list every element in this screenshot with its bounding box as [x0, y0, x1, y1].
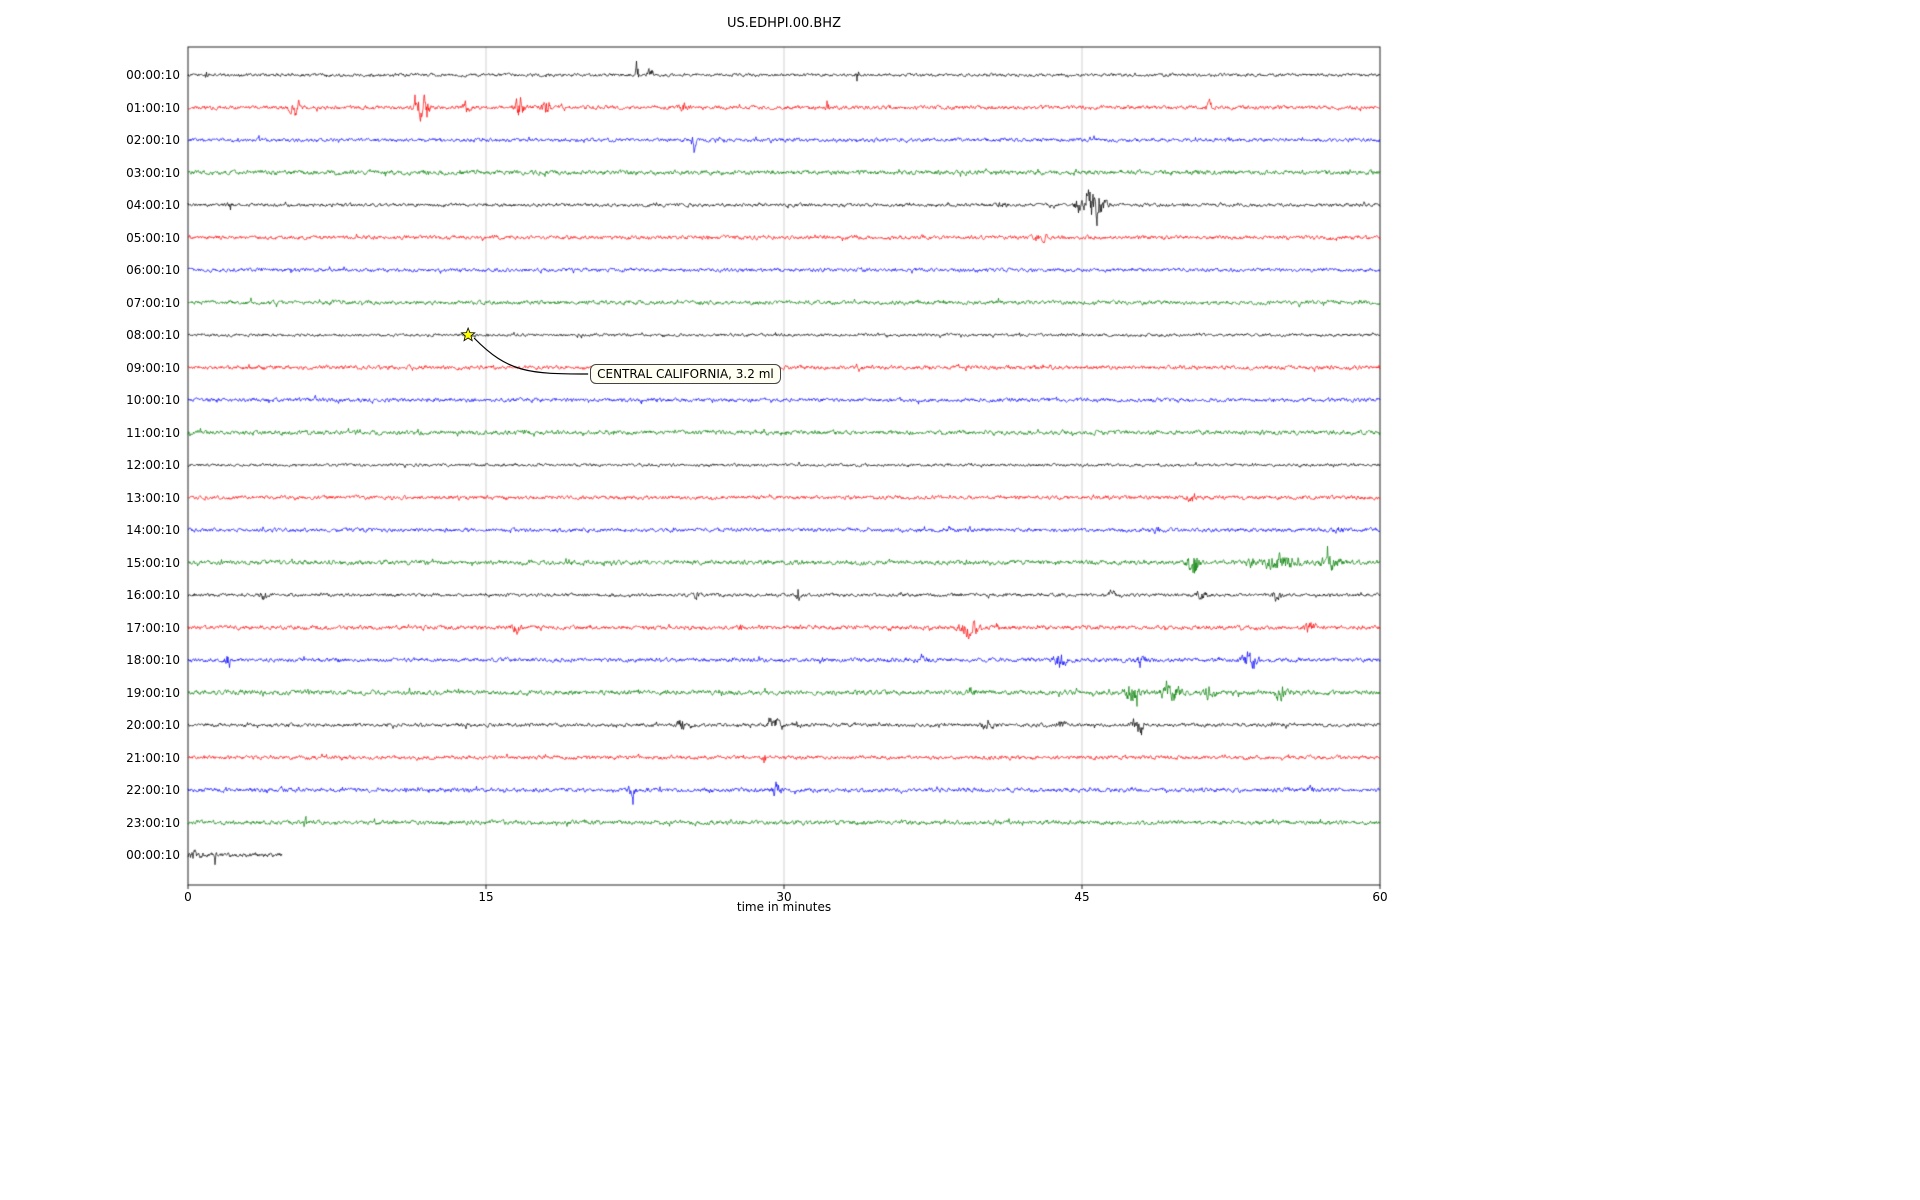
row-time-label: 02:00:10 — [126, 133, 180, 147]
row-time-label: 03:00:10 — [126, 165, 180, 180]
row-time-label: 18:00:10 — [126, 653, 180, 667]
row-time-label: 09:00:10 — [126, 360, 180, 375]
row-time-label: 23:00:10 — [126, 815, 180, 830]
row-time-label: 17:00:10 — [126, 620, 180, 635]
x-tick-label: 45 — [1074, 890, 1090, 904]
row-time-label: 01:00:10 — [126, 100, 180, 115]
row-time-label: 00:00:10 — [126, 68, 180, 82]
row-time-label: 20:00:10 — [126, 718, 180, 732]
x-tick-label: 60 — [1372, 890, 1388, 904]
row-time-label: 14:00:10 — [126, 523, 180, 537]
row-time-label: 22:00:10 — [126, 783, 180, 797]
row-time-label: 16:00:10 — [126, 588, 180, 602]
row-time-label: 06:00:10 — [126, 263, 180, 277]
x-axis-label: time in minutes — [736, 900, 832, 914]
row-time-label: 04:00:10 — [126, 198, 180, 212]
event-annotation: CENTRAL CALIFORNIA, 3.2 ml — [590, 364, 781, 384]
row-time-label: 07:00:10 — [126, 295, 180, 310]
row-time-label: 19:00:10 — [126, 685, 180, 700]
row-time-label: 15:00:10 — [126, 555, 180, 570]
row-time-label: 21:00:10 — [126, 750, 180, 765]
row-time-label: 10:00:10 — [126, 393, 180, 407]
row-time-label: 12:00:10 — [126, 458, 180, 472]
x-tick-label: 30 — [776, 890, 792, 904]
row-time-label: 13:00:10 — [126, 490, 180, 505]
row-time-label: 11:00:10 — [126, 425, 180, 440]
chart-title: US.EDHPI.00.BHZ — [727, 16, 841, 31]
row-time-label: 00:00:10 — [126, 848, 180, 862]
x-tick-label: 15 — [478, 890, 494, 904]
row-time-label: 08:00:10 — [126, 328, 180, 342]
row-time-label: 05:00:10 — [126, 230, 180, 245]
x-tick-label: 0 — [184, 890, 192, 904]
